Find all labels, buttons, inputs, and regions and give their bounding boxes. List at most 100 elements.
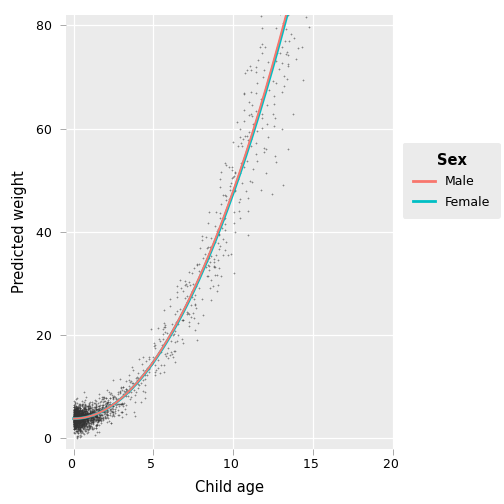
Point xyxy=(74,410,82,418)
Point xyxy=(122,392,130,400)
Point xyxy=(81,417,89,425)
Point xyxy=(216,183,224,191)
Point xyxy=(73,411,81,419)
Point xyxy=(388,0,396,4)
Point xyxy=(345,0,353,4)
Point xyxy=(71,418,79,426)
Point xyxy=(75,415,83,423)
Point xyxy=(75,410,83,418)
Point xyxy=(75,412,83,420)
Point xyxy=(72,410,80,418)
Point xyxy=(79,415,87,423)
Point xyxy=(78,421,86,429)
Point xyxy=(372,0,381,4)
Point xyxy=(81,410,89,418)
Point xyxy=(78,413,86,421)
Point xyxy=(73,418,81,426)
Point xyxy=(187,293,196,301)
Point xyxy=(102,402,110,410)
Point xyxy=(86,423,94,431)
Point xyxy=(307,0,316,4)
Point xyxy=(93,418,101,426)
Point xyxy=(96,408,104,416)
Point xyxy=(255,56,263,64)
Point xyxy=(365,0,373,4)
Point xyxy=(246,62,254,70)
Point xyxy=(71,420,79,428)
Point xyxy=(333,0,341,4)
Point xyxy=(71,411,79,419)
Point xyxy=(207,276,215,284)
Point xyxy=(76,421,84,429)
Point xyxy=(375,0,383,4)
Point xyxy=(79,416,87,424)
Point xyxy=(179,316,187,324)
Point xyxy=(72,409,80,417)
Point xyxy=(98,401,106,409)
Point xyxy=(76,414,84,422)
Point xyxy=(75,413,83,421)
Point xyxy=(300,0,308,4)
Point xyxy=(210,262,218,270)
Point xyxy=(97,417,105,425)
Point xyxy=(72,405,80,413)
Point xyxy=(121,405,129,413)
Point xyxy=(83,414,91,422)
Point xyxy=(314,0,323,4)
Point xyxy=(86,422,94,430)
Point xyxy=(96,401,104,409)
Point xyxy=(203,233,211,241)
Point xyxy=(79,408,87,416)
Point xyxy=(74,412,82,420)
Point xyxy=(92,424,100,432)
Point xyxy=(316,0,324,4)
Point xyxy=(243,231,251,239)
Point xyxy=(73,417,81,425)
Point xyxy=(118,400,126,408)
Point xyxy=(154,356,162,364)
Point xyxy=(77,412,85,420)
Point xyxy=(258,49,266,57)
Point xyxy=(166,301,174,309)
Point xyxy=(125,382,133,390)
Point xyxy=(75,403,83,411)
Point xyxy=(171,327,179,335)
Point xyxy=(328,0,336,4)
Point xyxy=(71,400,79,408)
Point xyxy=(111,405,119,413)
Point xyxy=(75,406,83,414)
Point xyxy=(70,418,78,426)
Point xyxy=(79,406,87,414)
Point xyxy=(71,424,79,432)
Point xyxy=(99,401,107,409)
Point xyxy=(72,405,80,413)
Point xyxy=(85,414,93,422)
Point xyxy=(84,402,92,410)
Point xyxy=(70,420,78,428)
Point xyxy=(196,244,204,252)
Point xyxy=(83,416,91,424)
Point xyxy=(73,408,81,416)
Point xyxy=(178,335,186,343)
Point xyxy=(134,384,142,392)
Point xyxy=(74,417,82,425)
Point xyxy=(348,0,356,4)
Point xyxy=(135,382,143,390)
Point xyxy=(82,401,90,409)
Point xyxy=(87,414,95,422)
Point xyxy=(77,408,85,416)
Point xyxy=(106,405,114,413)
Point xyxy=(204,219,212,227)
Point xyxy=(95,407,103,415)
Point xyxy=(70,417,78,425)
Point xyxy=(75,410,83,418)
Point xyxy=(133,376,141,384)
Point xyxy=(71,407,79,415)
Point xyxy=(275,65,283,73)
Point xyxy=(88,424,96,432)
Point xyxy=(272,79,280,87)
Point xyxy=(80,415,88,423)
Point xyxy=(72,417,80,425)
Point xyxy=(283,75,291,83)
Point xyxy=(142,366,150,374)
